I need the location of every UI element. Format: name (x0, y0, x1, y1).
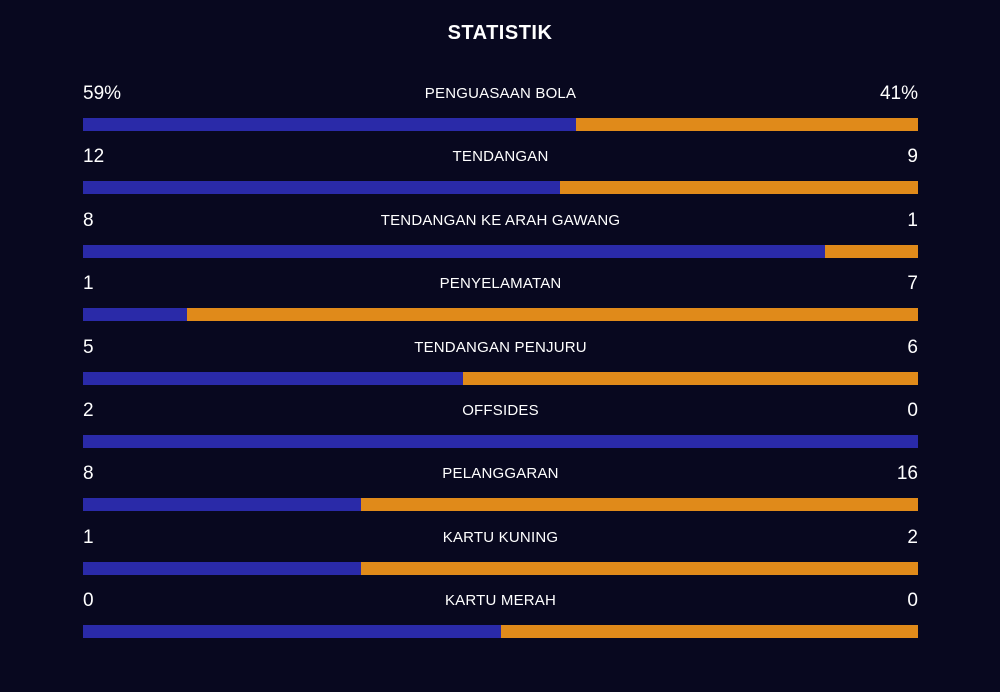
home-value: 8 (83, 463, 94, 485)
stat-label: PENYELAMATAN (439, 275, 562, 293)
home-bar-fill (83, 498, 362, 512)
stat-row-yellow-cards: 1 KARTU KUNING 2 (83, 524, 918, 587)
away-value: 9 (907, 146, 918, 168)
away-bar-fill (187, 308, 918, 322)
comparison-bar (83, 118, 918, 131)
home-bar-fill (83, 434, 918, 448)
home-bar-fill (83, 625, 501, 639)
stat-label: TENDANGAN PENJURU (414, 338, 587, 356)
home-bar-fill (83, 118, 576, 131)
home-bar-fill (83, 371, 463, 385)
away-bar-fill (825, 244, 918, 258)
stat-row-red-cards: 0 KARTU MERAH 0 (83, 587, 918, 650)
home-value: 2 (83, 399, 94, 421)
home-value: 1 (83, 273, 94, 295)
away-bar-fill (361, 561, 918, 575)
away-bar-fill (575, 118, 918, 131)
comparison-bar (83, 308, 918, 322)
comparison-bar (83, 498, 918, 512)
stat-row-possession: 59% PENGUASAAN BOLA 41% (83, 80, 918, 143)
home-value: 1 (83, 526, 94, 548)
stat-row-fouls: 8 PELANGGARAN 16 (83, 460, 918, 523)
away-value: 0 (907, 590, 918, 612)
stat-row-corners: 5 TENDANGAN PENJURU 6 (83, 334, 918, 397)
away-value: 1 (907, 209, 918, 231)
home-bar-fill (83, 308, 188, 322)
comparison-bar (83, 181, 918, 195)
stat-label: KARTU MERAH (444, 592, 557, 610)
home-bar-fill (83, 181, 561, 195)
stat-label: TENDANGAN (452, 148, 549, 166)
comparison-bar (83, 561, 918, 575)
home-value: 0 (83, 590, 94, 612)
comparison-bar (83, 244, 918, 258)
stat-label: OFFSIDES (462, 401, 539, 419)
home-bar-fill (83, 244, 826, 258)
comparison-bar (83, 434, 918, 448)
away-value: 6 (907, 336, 918, 358)
away-bar-fill (500, 625, 918, 639)
away-value: 41% (879, 83, 918, 104)
home-value: 5 (83, 336, 94, 358)
stat-label: KARTU KUNING (442, 528, 559, 546)
stats-list: 59% PENGUASAAN BOLA 41% 12 TENDANGAN 9 8… (83, 80, 918, 651)
stat-label: PELANGGARAN (442, 465, 559, 483)
stat-label: TENDANGAN KE ARAH GAWANG (380, 211, 621, 229)
away-bar-fill (560, 181, 918, 195)
home-value: 8 (83, 209, 94, 231)
away-value: 7 (907, 273, 918, 295)
home-value: 59% (83, 83, 122, 104)
away-value: 16 (896, 463, 918, 485)
stat-row-shots: 12 TENDANGAN 9 (83, 143, 918, 206)
away-bar-fill (462, 371, 918, 385)
stat-row-offsides: 2 OFFSIDES 0 (83, 397, 918, 460)
stat-row-saves: 1 PENYELAMATAN 7 (83, 270, 918, 333)
stats-title: STATISTIK (447, 22, 553, 44)
comparison-bar (83, 625, 918, 639)
away-value: 0 (907, 399, 918, 421)
stat-label: PENGUASAAN BOLA (424, 85, 577, 102)
stat-row-shots-on-target: 8 TENDANGAN KE ARAH GAWANG 1 (83, 207, 918, 270)
away-bar-fill (361, 498, 918, 512)
comparison-bar (83, 371, 918, 385)
home-value: 12 (83, 146, 105, 168)
away-value: 2 (907, 526, 918, 548)
home-bar-fill (83, 561, 362, 575)
